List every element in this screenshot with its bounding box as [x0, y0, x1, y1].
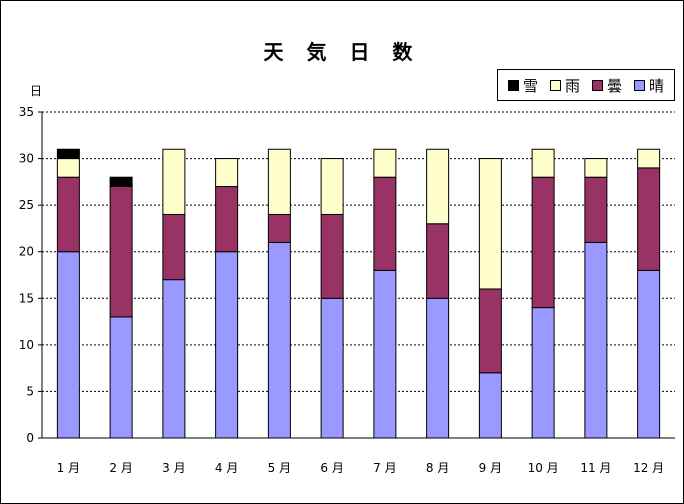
legend-label: 雪: [522, 76, 538, 95]
legend-label: 晴: [648, 76, 664, 95]
bar-segment: [56, 148, 80, 160]
bar-segment: [637, 148, 661, 169]
x-tick-label: 7 月: [373, 461, 396, 475]
legend-item: 晴: [633, 75, 664, 96]
bar-segment: [267, 148, 291, 215]
bar-segment: [267, 213, 291, 243]
bar-segment: [426, 223, 450, 299]
y-axis-label: 日: [30, 84, 42, 98]
bar-segment: [109, 316, 133, 439]
y-tick-label: 20: [19, 245, 34, 259]
y-tick-label: 30: [19, 152, 34, 166]
bar-segment: [426, 297, 450, 439]
x-tick-label: 8 月: [426, 461, 449, 475]
bar-segment: [478, 158, 502, 290]
bar-segment: [478, 372, 502, 439]
bar-segment: [637, 167, 661, 271]
bar-segment: [56, 251, 80, 439]
bar-segment: [478, 288, 502, 374]
legend-label: 雨: [564, 76, 580, 95]
legend-swatch: [591, 79, 603, 91]
bar-segment: [215, 158, 239, 188]
y-tick-label: 5: [26, 384, 34, 398]
bar-segment: [531, 307, 555, 439]
x-tick-label: 3 月: [162, 461, 185, 475]
tick-labels: 0 5 10 15 20 25 30 35 1 月 2 月 3 月 4 月 5 月 6 月 7 月 8 月 9 …: [19, 105, 664, 475]
bars: [56, 148, 661, 439]
bar-segment: [320, 213, 344, 299]
bar-segment: [320, 158, 344, 215]
x-tick-label: 1 月: [57, 461, 80, 475]
bar-segment: [584, 241, 608, 439]
x-tick-label: 11 月: [580, 461, 611, 475]
legend-swatch: [549, 79, 561, 91]
x-tick-label: 2 月: [109, 461, 132, 475]
bar-segment: [373, 176, 397, 271]
bar-segment: [584, 158, 608, 178]
y-tick-label: 10: [19, 338, 34, 352]
legend-item: 曇: [591, 75, 622, 96]
bar-segment: [531, 148, 555, 178]
bar-segment: [56, 176, 80, 253]
legend-swatch: [633, 79, 645, 91]
x-tick-label: 10 月: [528, 461, 559, 475]
bar-segment: [215, 251, 239, 439]
x-tick-label: 9 月: [479, 461, 502, 475]
legend-item: 雪: [507, 75, 538, 96]
axes: [38, 111, 675, 439]
bar-segment: [162, 148, 186, 215]
bar-segment: [373, 269, 397, 439]
legend: 雪雨曇晴: [497, 69, 675, 101]
bar-segment: [56, 158, 80, 178]
legend-item: 雨: [549, 75, 580, 96]
x-tick-label: 12 月: [633, 461, 664, 475]
bar-segment: [109, 176, 133, 188]
bar-segment: [162, 213, 186, 281]
bar-segment: [215, 186, 239, 253]
bar-segment: [531, 176, 555, 309]
x-tick-label: 5 月: [268, 461, 291, 475]
x-tick-label: 6 月: [320, 461, 343, 475]
bar-segment: [320, 297, 344, 439]
bar-segment: [162, 279, 186, 439]
bar-segment: [109, 186, 133, 318]
y-tick-label: 15: [19, 291, 34, 305]
bar-segment: [426, 148, 450, 225]
bar-segment: [373, 148, 397, 178]
bar-segment: [584, 176, 608, 243]
y-tick-label: 35: [19, 105, 34, 119]
x-tick-label: 4 月: [215, 461, 238, 475]
y-tick-label: 25: [19, 198, 34, 212]
bar-segment: [267, 241, 291, 439]
legend-swatch: [507, 79, 519, 91]
bar-segment: [637, 269, 661, 439]
legend-label: 曇: [606, 76, 622, 95]
chart-title: 天 気 日 数: [263, 40, 421, 64]
y-tick-label: 0: [26, 431, 34, 445]
grid-lines: [42, 111, 675, 392]
